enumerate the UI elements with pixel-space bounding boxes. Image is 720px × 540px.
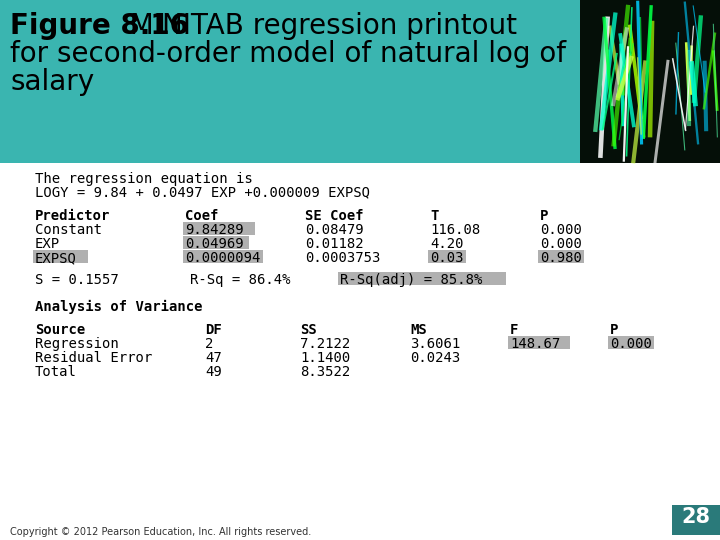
Text: 0.980: 0.980 — [540, 251, 582, 265]
Text: 0.04969: 0.04969 — [185, 237, 243, 251]
Text: The regression equation is: The regression equation is — [35, 172, 253, 186]
Text: 148.67: 148.67 — [510, 337, 560, 351]
Text: P: P — [540, 209, 549, 223]
Text: F: F — [510, 323, 518, 337]
Text: T: T — [430, 209, 438, 223]
Bar — [608, 336, 654, 349]
Text: EXPSQ: EXPSQ — [35, 251, 77, 265]
Text: Copyright © 2012 Pearson Education, Inc. All rights reserved.: Copyright © 2012 Pearson Education, Inc.… — [10, 527, 311, 537]
Text: Residual Error: Residual Error — [35, 351, 152, 365]
Bar — [508, 336, 570, 349]
Bar — [183, 222, 255, 235]
Text: MINITAB regression printout: MINITAB regression printout — [112, 12, 517, 40]
Text: 0.0000094: 0.0000094 — [185, 251, 261, 265]
Text: DF: DF — [205, 323, 222, 337]
Text: Source: Source — [35, 323, 85, 337]
Text: 49: 49 — [205, 365, 222, 379]
Text: 116.08: 116.08 — [430, 223, 480, 237]
Bar — [580, 0, 720, 163]
Text: 47: 47 — [205, 351, 222, 365]
Text: 9.84289: 9.84289 — [185, 223, 243, 237]
Text: Constant: Constant — [35, 223, 102, 237]
Bar — [183, 250, 263, 263]
Text: R-Sq = 86.4%: R-Sq = 86.4% — [190, 273, 290, 287]
Text: 0.0243: 0.0243 — [410, 351, 460, 365]
Text: 1.1400: 1.1400 — [300, 351, 350, 365]
Text: MS: MS — [410, 323, 427, 337]
Text: SS: SS — [300, 323, 317, 337]
Text: 7.2122: 7.2122 — [300, 337, 350, 351]
Text: P: P — [610, 323, 618, 337]
Text: 8.3522: 8.3522 — [300, 365, 350, 379]
Text: R-Sq(adj) = 85.8%: R-Sq(adj) = 85.8% — [340, 273, 482, 287]
Bar — [538, 250, 584, 263]
Text: 0.08479: 0.08479 — [305, 223, 364, 237]
Bar — [0, 163, 720, 540]
Text: Coef: Coef — [185, 209, 218, 223]
Bar — [428, 250, 466, 263]
Bar — [33, 250, 88, 263]
Text: for second-order model of natural log of: for second-order model of natural log of — [10, 40, 566, 68]
Text: EXP: EXP — [35, 237, 60, 251]
Bar — [338, 272, 506, 285]
Text: salary: salary — [10, 68, 94, 96]
Text: Regression: Regression — [35, 337, 119, 351]
Text: Predictor: Predictor — [35, 209, 110, 223]
Text: 0.01182: 0.01182 — [305, 237, 364, 251]
Text: SE Coef: SE Coef — [305, 209, 364, 223]
Text: 2: 2 — [205, 337, 213, 351]
Bar — [672, 505, 720, 535]
Text: LOGY = 9.84 + 0.0497 EXP +0.000009 EXPSQ: LOGY = 9.84 + 0.0497 EXP +0.000009 EXPSQ — [35, 185, 370, 199]
Text: 4.20: 4.20 — [430, 237, 464, 251]
Text: 0.000: 0.000 — [610, 337, 652, 351]
Text: 0.000: 0.000 — [540, 223, 582, 237]
Text: 0.000: 0.000 — [540, 237, 582, 251]
Text: S = 0.1557: S = 0.1557 — [35, 273, 119, 287]
Text: 0.0003753: 0.0003753 — [305, 251, 380, 265]
Text: Total: Total — [35, 365, 77, 379]
Bar — [183, 236, 249, 249]
Text: 28: 28 — [682, 507, 711, 527]
Text: Analysis of Variance: Analysis of Variance — [35, 300, 202, 314]
Text: 0.03: 0.03 — [430, 251, 464, 265]
Text: 3.6061: 3.6061 — [410, 337, 460, 351]
Text: Figure 8.16: Figure 8.16 — [10, 12, 189, 40]
